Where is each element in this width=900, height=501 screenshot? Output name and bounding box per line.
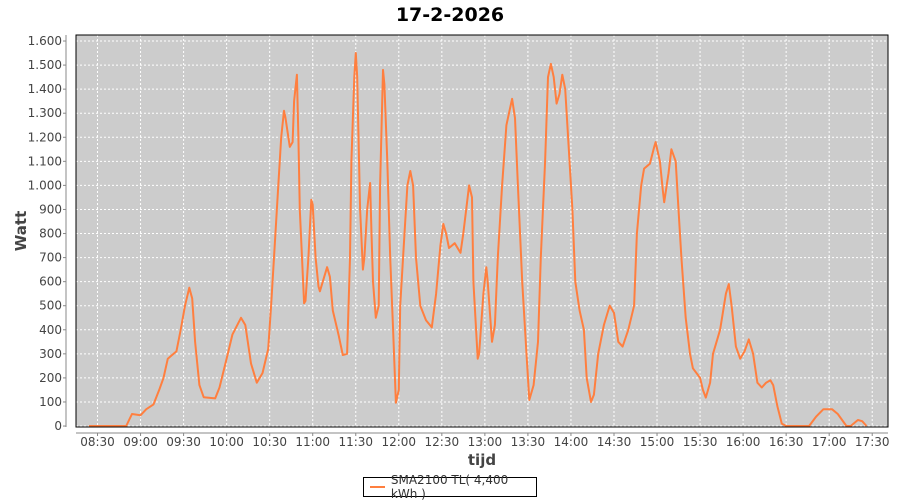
x-tick-label: 12:00 bbox=[381, 435, 416, 449]
y-tick-label: 1.600 bbox=[28, 34, 62, 48]
y-tick-label: 600 bbox=[39, 275, 62, 289]
x-tick-label: 10:30 bbox=[252, 435, 287, 449]
y-tick-label: 300 bbox=[39, 347, 62, 361]
legend-swatch bbox=[370, 486, 385, 488]
plot-border bbox=[75, 34, 889, 428]
x-tick-label: 14:30 bbox=[597, 435, 632, 449]
y-tick-label: 0 bbox=[54, 419, 62, 433]
series-line bbox=[88, 52, 868, 427]
y-tick-label: 100 bbox=[39, 395, 62, 409]
y-tick-label: 1.400 bbox=[28, 82, 62, 96]
chart-title: 17-2-2026 bbox=[396, 4, 504, 26]
y-tick-label: 800 bbox=[39, 227, 62, 241]
axes: 0 100 200 300 400 500 600 700 800 900 1.000 1.100 1.… bbox=[28, 34, 890, 449]
x-tick-label: 13:00 bbox=[468, 435, 503, 449]
x-tick-label: 09:30 bbox=[166, 435, 201, 449]
x-tick-label: 15:00 bbox=[640, 435, 675, 449]
y-tick-label: 1.500 bbox=[28, 58, 62, 72]
y-tick-label: 1.300 bbox=[28, 106, 62, 120]
y-tick-label: 1.100 bbox=[28, 154, 62, 168]
x-axis-label: tijd bbox=[468, 451, 496, 469]
series-layer bbox=[88, 52, 868, 427]
y-tick-label: 1.200 bbox=[28, 130, 62, 144]
legend-label: SMA2100 TL( 4,400 kWh ) bbox=[390, 473, 509, 501]
y-tick-label: 1.000 bbox=[28, 178, 62, 192]
x-tick-label: 12:30 bbox=[425, 435, 460, 449]
x-tick-label: 08:30 bbox=[80, 435, 115, 449]
y-tick-label: 400 bbox=[39, 323, 62, 337]
x-tick-label: 17:30 bbox=[855, 435, 890, 449]
legend: SMA2100 TL( 4,400 kWh ) bbox=[363, 473, 537, 501]
x-tick-label: 13:30 bbox=[511, 435, 546, 449]
y-axis-label: Watt bbox=[12, 211, 30, 251]
y-tick-label: 500 bbox=[39, 299, 62, 313]
x-tick-label: 16:30 bbox=[769, 435, 804, 449]
plot-area bbox=[76, 35, 888, 427]
x-tick-label: 10:00 bbox=[209, 435, 244, 449]
y-tick-label: 900 bbox=[39, 202, 62, 216]
x-tick-label: 16:00 bbox=[726, 435, 761, 449]
x-tick-label: 09:00 bbox=[123, 435, 158, 449]
y-tick-label: 700 bbox=[39, 251, 62, 265]
x-tick-label: 11:00 bbox=[295, 435, 330, 449]
gridlines bbox=[76, 35, 888, 427]
x-tick-label: 15:30 bbox=[683, 435, 718, 449]
x-tick-label: 14:00 bbox=[554, 435, 589, 449]
x-tick-label: 11:30 bbox=[338, 435, 373, 449]
x-tick-label: 17:00 bbox=[812, 435, 847, 449]
y-tick-label: 200 bbox=[39, 371, 62, 385]
